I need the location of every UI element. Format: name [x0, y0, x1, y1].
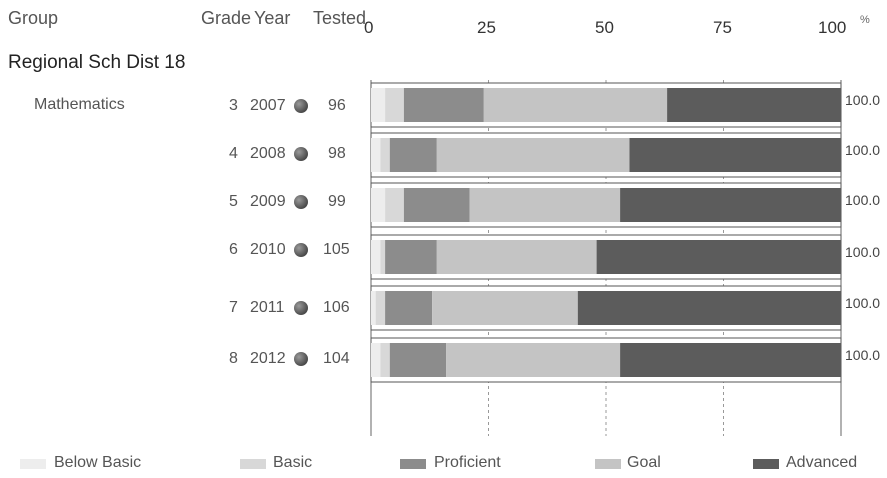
bar-segment [389, 138, 437, 172]
bar-total-label: 100.0 [845, 192, 880, 208]
legend-swatch-goal [595, 459, 621, 469]
column-header-tested: Tested [313, 8, 367, 28]
bar-segment [371, 343, 381, 377]
group-name: Regional Sch Dist 18 [8, 52, 186, 73]
x-tick-label: 50 [595, 18, 614, 37]
bar-segment [375, 291, 386, 325]
bar-segment [380, 138, 390, 172]
column-header-group: Group [8, 8, 59, 28]
pie-chart-icon[interactable] [294, 243, 308, 257]
column-header-year: Year [254, 8, 291, 28]
bar-segment [371, 138, 381, 172]
bar-segment [432, 291, 578, 325]
row-tested: 104 [323, 350, 350, 367]
row-grade: 7 [229, 299, 238, 316]
row-grade: 6 [229, 241, 238, 258]
pie-chart-icon[interactable] [294, 301, 308, 315]
subject-name: Mathematics [34, 96, 125, 113]
x-tick-label: 0 [364, 18, 374, 37]
row-year: 2009 [250, 193, 286, 210]
legend-label-advanced: Advanced [786, 454, 858, 471]
bar-segment [436, 138, 630, 172]
row-grade: 8 [229, 350, 238, 367]
bar-segment [371, 291, 376, 325]
row-grade: 5 [229, 193, 238, 210]
legend-label-below-basic: Below Basic [54, 454, 142, 471]
column-header-grade: Grade [201, 8, 252, 28]
bar-segment [371, 88, 386, 122]
bar-segment [403, 88, 484, 122]
bar-segment [371, 188, 386, 222]
legend-swatch-basic [240, 459, 266, 469]
row-year: 2007 [250, 97, 286, 114]
x-tick-label: 75 [713, 18, 732, 37]
bar-segment [620, 188, 841, 222]
bar-segment [620, 343, 841, 377]
bar-segment [385, 188, 404, 222]
row-year: 2011 [250, 299, 285, 316]
bar-segment [469, 188, 621, 222]
legend-swatch-proficient [400, 459, 426, 469]
bar-total-label: 100.0 [845, 347, 880, 363]
pie-chart-icon[interactable] [294, 147, 308, 161]
bar-total-label: 100.0 [845, 295, 880, 311]
legend-label-proficient: Proficient [434, 454, 501, 471]
bar-segment [385, 240, 437, 274]
bar-segment [446, 343, 621, 377]
bar-segment [385, 291, 433, 325]
bar-segment [380, 343, 390, 377]
row-tested: 99 [328, 193, 346, 210]
row-year: 2008 [250, 145, 286, 162]
bar-segment [385, 88, 404, 122]
legend-label-basic: Basic [273, 454, 313, 471]
bar-total-label: 100.0 [845, 244, 880, 260]
pie-chart-icon[interactable] [294, 195, 308, 209]
row-tested: 98 [328, 145, 346, 162]
percent-axis-symbol: % [860, 14, 870, 26]
bar-segment [667, 88, 841, 122]
row-grade: 4 [229, 145, 238, 162]
row-tested: 96 [328, 97, 346, 114]
row-grade: 3 [229, 97, 238, 114]
bar-total-label: 100.0 [845, 142, 880, 158]
bar-segment [371, 240, 381, 274]
bar-total-label: 100.0 [845, 92, 880, 108]
row-year: 2012 [250, 350, 286, 367]
bar-segment [436, 240, 597, 274]
bar-segment [483, 88, 668, 122]
pie-chart-icon[interactable] [294, 352, 308, 366]
x-tick-label: 100 [818, 18, 847, 37]
bar-segment [380, 240, 386, 274]
bar-segment [596, 240, 841, 274]
bar-segment [577, 291, 841, 325]
legend-swatch-advanced [753, 459, 779, 469]
bar-segment [389, 343, 447, 377]
x-tick-label: 25 [477, 18, 496, 37]
pie-chart-icon[interactable] [294, 99, 308, 113]
legend-label-goal: Goal [627, 454, 661, 471]
row-tested: 105 [323, 241, 350, 258]
legend-swatch-below-basic [20, 459, 46, 469]
row-tested: 106 [323, 299, 350, 316]
bar-segment [629, 138, 841, 172]
bar-segment [403, 188, 470, 222]
row-year: 2010 [250, 241, 286, 258]
